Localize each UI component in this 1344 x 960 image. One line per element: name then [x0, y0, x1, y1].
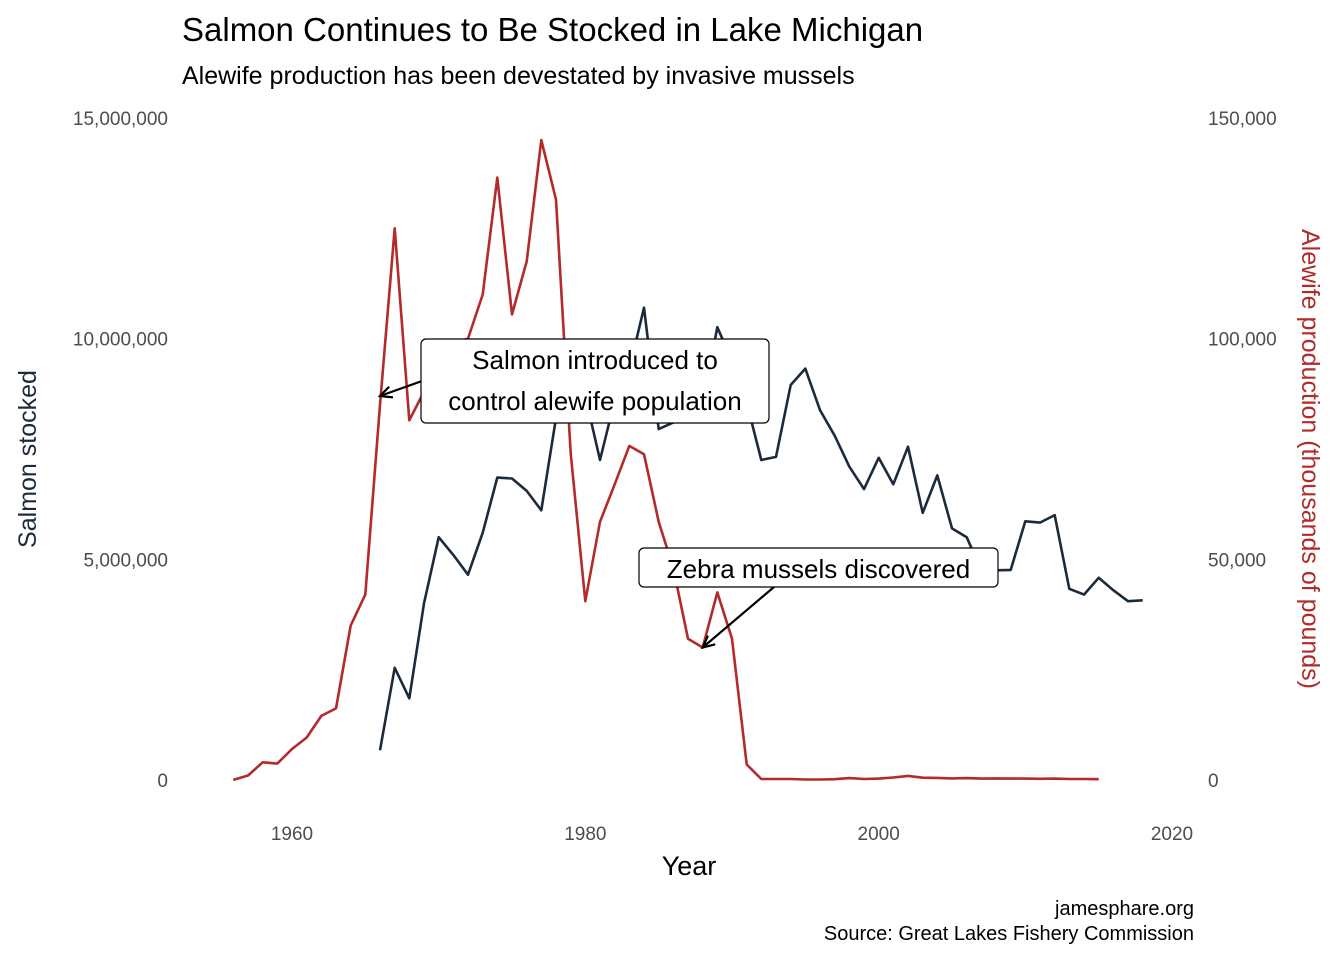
annotation-box — [420, 338, 770, 424]
y2-tick-label: 0 — [1208, 771, 1219, 792]
y-tick-label: 5,000,000 — [83, 550, 168, 571]
annotation-label: Salmon introduced to — [472, 345, 718, 375]
y-tick-label: 0 — [157, 771, 168, 792]
annotation-arrowhead — [377, 385, 394, 399]
y-tick-label: 10,000,000 — [73, 330, 168, 351]
x-axis-ticks: 1960 1980 2000 2020 — [271, 824, 1193, 845]
y2-axis-title: Alewife production (thousands of pounds) — [1296, 229, 1324, 689]
right-axis-ticks: 0 50,000 100,000 150,000 — [1208, 109, 1277, 792]
annotations-group: Salmon introduced to control alewife popu… — [377, 338, 999, 650]
x-axis-title: Year — [662, 851, 717, 881]
caption-source: Source: Great Lakes Fishery Commission — [824, 923, 1194, 945]
chart-title: Salmon Continues to Be Stocked in Lake M… — [182, 11, 923, 48]
x-tick-label: 1980 — [564, 824, 606, 845]
x-tick-label: 1960 — [271, 824, 313, 845]
annotation-arrow — [701, 586, 775, 649]
annotation-label: Zebra mussels discovered — [667, 554, 970, 584]
left-axis-ticks: 0 5,000,000 10,000,000 15,000,000 — [73, 109, 168, 792]
annotation-arrowhead — [700, 635, 716, 650]
y2-tick-label: 50,000 — [1208, 550, 1266, 571]
alewife-series-line — [232, 138, 1099, 782]
chart-subtitle: Alewife production has been devestated b… — [182, 62, 855, 90]
x-tick-label: 2000 — [858, 824, 900, 845]
y2-tick-label: 100,000 — [1208, 330, 1277, 351]
salmon-series-line — [378, 306, 1143, 751]
x-tick-label: 2020 — [1151, 824, 1193, 845]
y-axis-title: Salmon stocked — [14, 370, 42, 548]
y2-tick-label: 150,000 — [1208, 109, 1277, 130]
annotation-label: control alewife population — [448, 386, 741, 416]
caption-site: jamesphare.org — [1054, 898, 1194, 920]
series-group — [232, 138, 1143, 782]
y-tick-label: 15,000,000 — [73, 109, 168, 130]
annotation-box — [638, 547, 999, 588]
